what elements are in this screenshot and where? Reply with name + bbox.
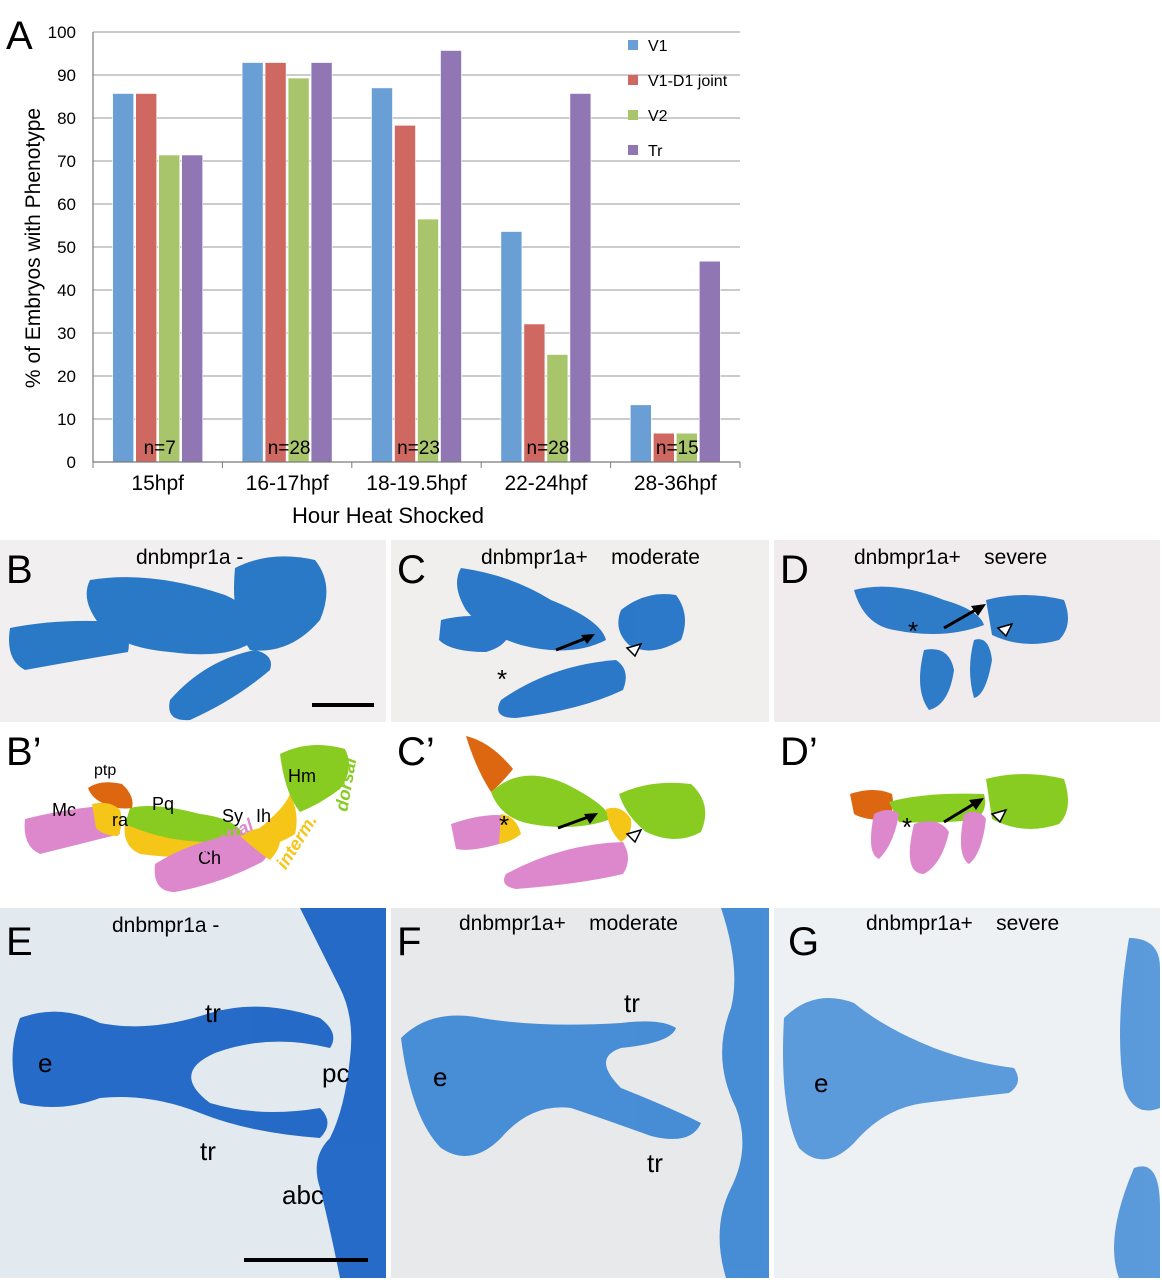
x-tick-label: 18-19.5hpf xyxy=(366,472,467,495)
legend-swatch xyxy=(628,145,638,155)
y-tick-label: 70 xyxy=(57,152,76,171)
bar-tr xyxy=(181,154,203,463)
y-axis-label: % of Embryos with Phenotype xyxy=(22,108,45,388)
label-sy: Sy xyxy=(222,806,244,826)
panel-c-photo: * C dnbmpr1a+ moderate xyxy=(391,540,769,722)
legend-swatch xyxy=(628,40,638,50)
panel-c-prime-diagram: * C’ xyxy=(391,724,769,904)
y-tick-label: 30 xyxy=(57,324,76,343)
svg-text:*: * xyxy=(497,664,507,694)
panel-letter-c: C xyxy=(397,548,426,592)
bar-v1 xyxy=(371,87,393,463)
label-tr-lower: tr xyxy=(647,1148,663,1178)
bar-v2 xyxy=(417,218,439,463)
bar-v1-d1-joint xyxy=(394,125,416,463)
label-e: e xyxy=(38,1048,53,1078)
x-tick-label: 15hpf xyxy=(131,472,184,495)
label-pc: pc xyxy=(322,1058,350,1088)
sample-size-label: n=7 xyxy=(144,438,176,459)
legend-swatch xyxy=(628,75,638,85)
panel-letter-b: B xyxy=(6,548,33,592)
label-hm: Hm xyxy=(288,766,316,786)
bar-v1 xyxy=(112,93,134,463)
chart-legend: V1 V1-D1 joint V2 Tr xyxy=(628,38,728,160)
panel-f-title: dnbmpr1a+ moderate xyxy=(459,912,678,935)
bar-tr xyxy=(440,50,462,463)
label-ch: Ch xyxy=(198,848,222,868)
y-tick-label: 80 xyxy=(57,109,76,128)
y-tick-label: 60 xyxy=(57,195,76,214)
bar-chart: 0 10 20 30 40 50 60 70 80 90 100 15hpf n=7 16-17hpf n=… xyxy=(22,23,741,528)
label-tr-lower: tr xyxy=(200,1136,216,1166)
panel-letter-c-prime: C’ xyxy=(397,730,435,774)
bar-v2 xyxy=(158,154,180,463)
label-ra: ra xyxy=(112,810,129,830)
panel-letter-e: E xyxy=(6,920,33,964)
panel-letter-d-prime: D’ xyxy=(780,730,818,774)
x-tick-label: 16-17hpf xyxy=(246,472,329,495)
x-axis-label: Hour Heat Shocked xyxy=(292,503,484,528)
panel-letter-g: G xyxy=(788,920,820,964)
label-tr-upper: tr xyxy=(624,988,640,1018)
y-tick-label: 10 xyxy=(57,410,76,429)
panel-e-photo: E dnbmpr1a - e tr tr pc abc xyxy=(0,908,386,1278)
svg-text:*: * xyxy=(902,812,912,842)
y-tick-label: 100 xyxy=(48,23,76,42)
sample-size-label: n=15 xyxy=(656,438,699,459)
bar-tr xyxy=(698,260,721,463)
panel-letter-a: A xyxy=(6,14,33,58)
bar-v1 xyxy=(629,404,652,463)
label-tr-upper: tr xyxy=(205,998,221,1028)
bar-v1 xyxy=(500,231,523,463)
legend-label: Tr xyxy=(648,143,663,160)
sample-size-label: n=28 xyxy=(268,438,311,459)
svg-text:*: * xyxy=(499,810,509,840)
legend-label: V2 xyxy=(648,108,668,125)
label-ih: Ih xyxy=(256,806,272,826)
panel-f-photo: F dnbmpr1a+ moderate e tr tr xyxy=(391,908,769,1278)
y-tick-label: 50 xyxy=(57,238,76,257)
chart-bars xyxy=(112,50,721,463)
bar-v1-d1-joint xyxy=(264,62,287,463)
panel-d-prime-diagram: * D’ xyxy=(774,724,1160,904)
sample-size-label: n=28 xyxy=(527,438,570,459)
label-e: e xyxy=(814,1068,829,1098)
y-tick-label: 90 xyxy=(57,66,76,85)
label-ptp: ptp xyxy=(94,762,117,779)
chart-axes: 0 10 20 30 40 50 60 70 80 90 100 15hpf n=7 16-17hpf n=… xyxy=(48,23,741,495)
bar-v2 xyxy=(287,77,310,463)
panel-letter-b-prime: B’ xyxy=(6,730,42,774)
x-tick-label: 28-36hpf xyxy=(634,472,717,495)
legend-swatch xyxy=(628,110,638,120)
panel-d-title: dnbmpr1a+ severe xyxy=(854,546,1048,569)
label-abc: abc xyxy=(282,1180,324,1210)
panel-g-title: dnbmpr1a+ severe xyxy=(866,912,1060,935)
panel-b-title: dnbmpr1a - xyxy=(136,546,244,569)
bar-v1 xyxy=(241,62,264,463)
sample-size-label: n=23 xyxy=(397,438,440,459)
y-tick-label: 0 xyxy=(67,453,76,472)
panel-e-title: dnbmpr1a - xyxy=(112,914,220,937)
panel-b-photo: B dnbmpr1a - xyxy=(0,540,386,722)
x-tick-label: 22-24hpf xyxy=(504,472,587,495)
bar-tr xyxy=(569,93,592,463)
label-pq: Pq xyxy=(152,794,175,814)
label-e: e xyxy=(433,1062,448,1092)
label-mc: Mc xyxy=(52,800,76,820)
legend-label: V1 xyxy=(648,38,668,55)
y-tick-label: 20 xyxy=(57,367,76,386)
panel-c-title: dnbmpr1a+ moderate xyxy=(481,546,700,569)
bar-tr xyxy=(310,62,333,463)
bar-v1-d1-joint xyxy=(135,93,157,463)
y-tick-label: 40 xyxy=(57,281,76,300)
panel-letter-f: F xyxy=(397,920,422,964)
svg-text:*: * xyxy=(908,616,918,646)
panel-b-prime-diagram: B’ ptp Mc ra Pq Sy Ih Hm Ch ventral inte… xyxy=(0,724,386,904)
panel-letter-d: D xyxy=(780,548,809,592)
panel-d-photo: * D dnbmpr1a+ severe xyxy=(774,540,1160,722)
panel-g-photo: G dnbmpr1a+ severe e xyxy=(774,908,1160,1278)
legend-label: V1-D1 joint xyxy=(648,73,728,90)
